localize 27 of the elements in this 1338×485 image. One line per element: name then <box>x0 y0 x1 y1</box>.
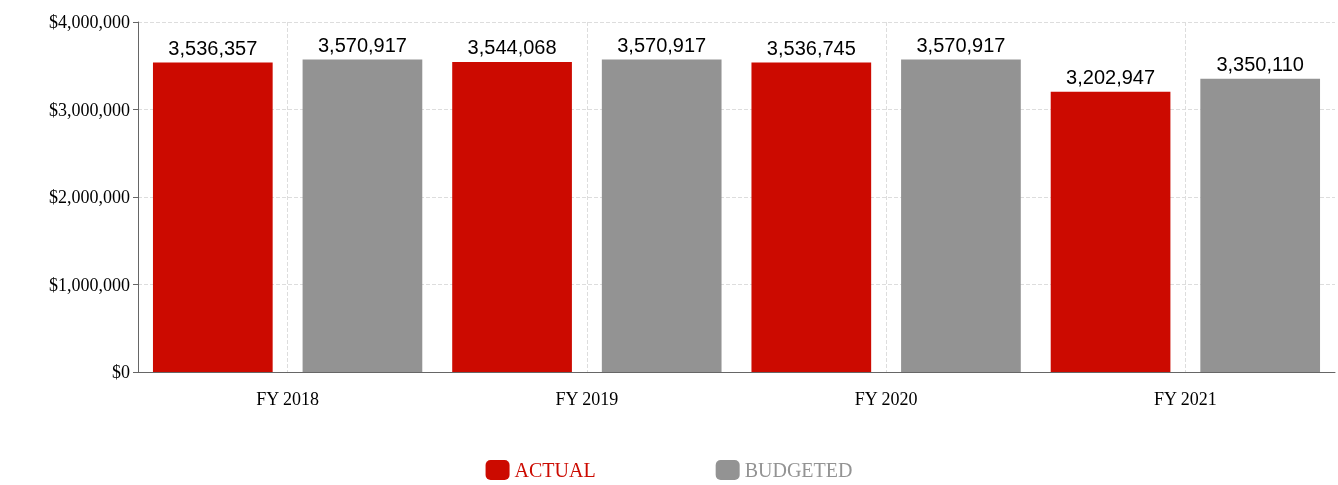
bar <box>1200 78 1321 372</box>
data-label: 3,202,947 <box>1066 65 1156 88</box>
x-tick-label: FY 2021 <box>1153 389 1217 409</box>
x-tick-label: FY 2019 <box>555 389 619 409</box>
data-label: 3,350,110 <box>1216 52 1304 75</box>
bar <box>901 59 1021 372</box>
legend-label: BUDGETED <box>744 459 853 481</box>
y-tick-label: $0 <box>112 362 130 382</box>
data-label: 3,570,917 <box>916 33 1006 56</box>
data-label: 3,570,917 <box>317 33 407 56</box>
bar <box>1050 91 1171 372</box>
y-tick-label: $1,000,000 <box>49 274 130 295</box>
bar <box>601 59 722 372</box>
data-label: 3,544,068 <box>467 35 557 58</box>
data-label: 3,536,357 <box>168 36 258 59</box>
data-label: 3,536,745 <box>766 36 856 59</box>
x-tick-label: FY 2018 <box>256 389 320 409</box>
bar <box>452 61 572 372</box>
bar <box>751 62 872 372</box>
bar <box>152 62 273 372</box>
x-tick-label: FY 2020 <box>854 389 918 409</box>
bar <box>302 59 423 372</box>
legend-label: ACTUAL <box>514 459 596 481</box>
y-tick-label: $3,000,000 <box>49 99 130 120</box>
y-tick-label: $2,000,000 <box>49 187 130 207</box>
data-label: 3,570,917 <box>617 33 707 56</box>
y-tick-label: $4,000,000 <box>49 12 130 32</box>
